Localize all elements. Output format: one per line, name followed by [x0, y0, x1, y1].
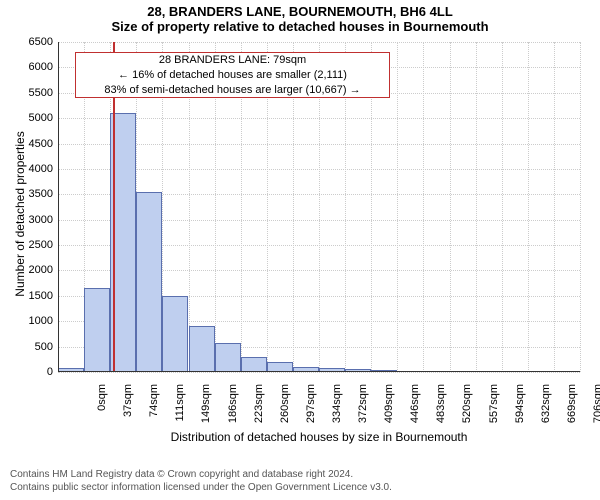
y-axis-line: [58, 42, 59, 372]
x-tick-label: 409sqm: [383, 384, 395, 434]
title-line2: Size of property relative to detached ho…: [0, 19, 600, 34]
x-tick-label: 372sqm: [357, 384, 369, 434]
title-line1: 28, BRANDERS LANE, BOURNEMOUTH, BH6 4LL: [0, 4, 600, 19]
x-tick-label: 483sqm: [435, 384, 447, 434]
footer-attribution: Contains HM Land Registry data © Crown c…: [10, 468, 392, 494]
y-tick-label: 6000: [18, 61, 53, 73]
x-tick-label: 74sqm: [148, 384, 160, 434]
callout-line1: 28 BRANDERS LANE: 79sqm: [76, 53, 389, 68]
x-tick-label: 520sqm: [461, 384, 473, 434]
x-tick-label: 260sqm: [279, 384, 291, 434]
x-tick-label: 149sqm: [200, 384, 212, 434]
x-tick-label: 557sqm: [488, 384, 500, 434]
x-tick-label: 0sqm: [96, 384, 108, 434]
gridline-v: [528, 42, 529, 372]
property-callout: 28 BRANDERS LANE: 79sqm← 16% of detached…: [75, 52, 390, 98]
x-tick-label: 632sqm: [540, 384, 552, 434]
histogram-bar: [241, 357, 267, 372]
gridline-v: [502, 42, 503, 372]
gridline-v: [450, 42, 451, 372]
gridline-v: [554, 42, 555, 372]
gridline-v: [397, 42, 398, 372]
x-tick-label: 669sqm: [566, 384, 578, 434]
x-tick-label: 594sqm: [514, 384, 526, 434]
y-tick-label: 0: [18, 366, 53, 378]
x-axis-line: [58, 371, 580, 372]
histogram-bar: [136, 192, 162, 372]
x-tick-label: 186sqm: [227, 384, 239, 434]
histogram-bar: [162, 296, 188, 372]
x-tick-label: 37sqm: [122, 384, 134, 434]
callout-line2: ← 16% of detached houses are smaller (2,…: [76, 68, 389, 83]
x-tick-label: 446sqm: [409, 384, 421, 434]
y-tick-label: 6500: [18, 36, 53, 48]
y-tick-label: 500: [18, 341, 53, 353]
x-tick-label: 334sqm: [331, 384, 343, 434]
y-tick-label: 1000: [18, 315, 53, 327]
gridline-v: [476, 42, 477, 372]
x-axis-title: Distribution of detached houses by size …: [58, 430, 580, 444]
footer-line2: Contains public sector information licen…: [10, 481, 392, 494]
x-tick-label: 706sqm: [592, 384, 600, 434]
callout-line3: 83% of semi-detached houses are larger (…: [76, 83, 389, 98]
gridline-h: [58, 372, 580, 373]
gridline-v: [423, 42, 424, 372]
page-title: 28, BRANDERS LANE, BOURNEMOUTH, BH6 4LL …: [0, 0, 600, 34]
histogram-bar: [189, 326, 215, 372]
y-tick-label: 5500: [18, 87, 53, 99]
histogram-bar: [84, 288, 110, 372]
footer-line1: Contains HM Land Registry data © Crown c…: [10, 468, 392, 481]
gridline-v: [580, 42, 581, 372]
x-tick-label: 223sqm: [253, 384, 265, 434]
y-axis-title: Number of detached properties: [13, 114, 27, 314]
x-tick-label: 297sqm: [305, 384, 317, 434]
histogram-bar: [215, 343, 241, 372]
x-tick-label: 111sqm: [174, 384, 186, 434]
